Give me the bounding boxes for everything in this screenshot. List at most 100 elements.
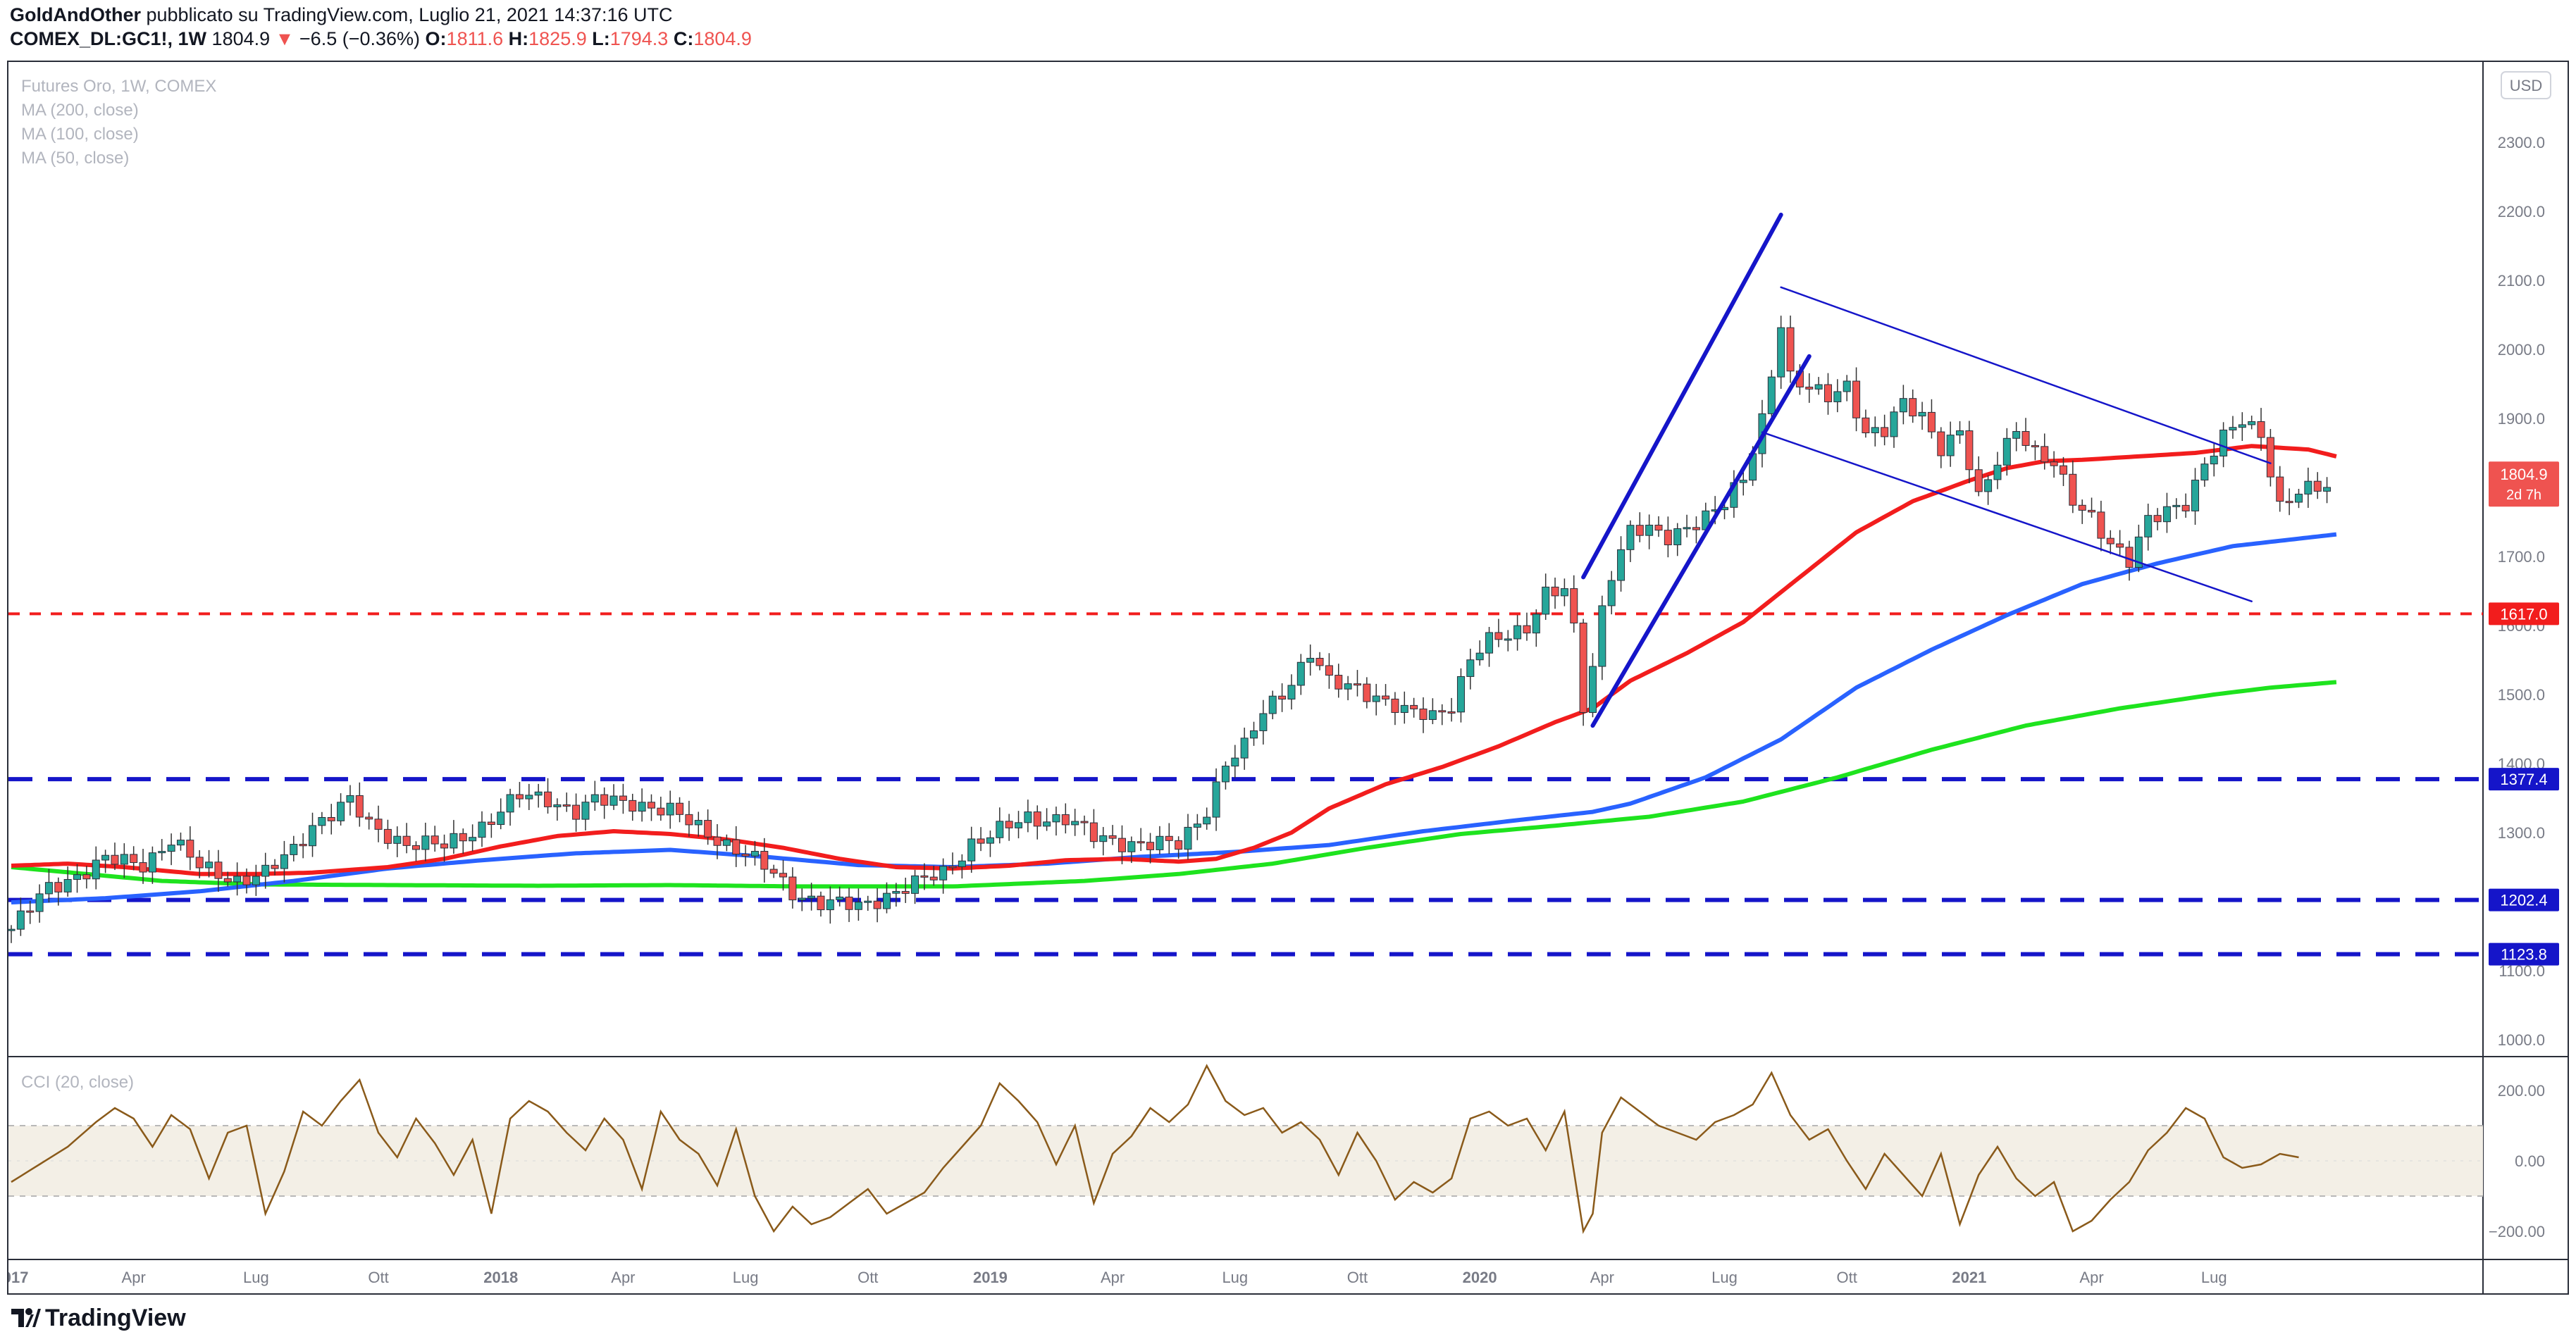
candle-up — [967, 838, 976, 861]
candle-up — [1645, 524, 1654, 536]
level-badge-label: 1377.4 — [2500, 771, 2547, 788]
symbol-label[interactable]: COMEX_DL:GC1!, 1W — [10, 28, 207, 49]
candle-up — [337, 802, 345, 821]
candle-down — [572, 804, 581, 820]
candle-up — [986, 837, 994, 844]
open-value: 1811.6 — [446, 28, 504, 49]
level-badge-label: 1617.0 — [2500, 605, 2547, 623]
time-axis[interactable]: 2017 Apr Lug Ott 2018 Apr Lug Ott 2019 Apr Lug Ott 2… — [0, 1269, 2227, 1286]
candle-up — [1193, 823, 1201, 828]
ma200-line — [11, 680, 2337, 889]
candle-up — [1626, 525, 1635, 550]
candle-down — [2276, 476, 2284, 502]
candle-down — [657, 807, 665, 816]
candle-up — [1598, 605, 1606, 667]
candle-up — [2229, 427, 2237, 430]
legend-ma50: MA (50, close) — [21, 149, 129, 168]
candle-up — [2172, 504, 2181, 507]
candle-down — [685, 814, 693, 826]
candle-down — [1635, 525, 1644, 536]
candle-up — [1203, 816, 1211, 825]
candle-up — [1127, 841, 1136, 852]
candle-down — [402, 835, 411, 846]
legend-title: Futures Oro, 1W, COMEX — [21, 77, 216, 96]
candle-down — [788, 876, 797, 901]
price-tick-label: 1300.0 — [2498, 824, 2545, 842]
candle-up — [1918, 411, 1926, 417]
candle-up — [1184, 826, 1192, 850]
price-tick-label: 1500.0 — [2498, 686, 2545, 704]
candle-up — [1739, 480, 1747, 483]
candle-up — [1833, 391, 1842, 402]
chart-header: GoldAndOther pubblicato su TradingView.c… — [0, 0, 2576, 61]
candle-up — [1475, 652, 1484, 661]
candle-down — [779, 873, 788, 878]
candle-down — [1927, 411, 1936, 433]
chart-frame[interactable]: 1000.01100.01200.01300.01400.01500.01600… — [0, 61, 2569, 1295]
candle-down — [1005, 821, 1013, 828]
candle-up — [1099, 835, 1108, 842]
time-tick-label: Ott — [857, 1269, 878, 1286]
candle-up — [1777, 327, 1785, 378]
candle-down — [1881, 427, 1889, 437]
author-name[interactable]: GoldAndOther — [10, 4, 141, 25]
candle-down — [411, 845, 420, 850]
candle-up — [1560, 588, 1568, 597]
candle-down — [2069, 473, 2077, 506]
candle-up — [44, 882, 53, 895]
candle-up — [836, 896, 844, 900]
candle-up — [261, 864, 270, 877]
candle-down — [2106, 537, 2114, 545]
candle-up — [1871, 427, 1879, 434]
candle-down — [1823, 384, 1832, 402]
candle-down — [1570, 588, 1578, 623]
price-tick-label: 1000.0 — [2498, 1031, 2545, 1049]
candle-down — [130, 854, 138, 864]
candle-up — [996, 821, 1004, 838]
candle-down — [1494, 632, 1503, 640]
time-tick-label: Apr — [1590, 1269, 1614, 1286]
candle-down — [2153, 515, 2162, 523]
time-tick-label: Lug — [243, 1269, 269, 1286]
candle-up — [1513, 625, 1522, 640]
candle-up — [2191, 480, 2200, 511]
candle-down — [544, 791, 552, 807]
horizontal-levels-group — [8, 612, 2483, 957]
time-tick-label: Ott — [1347, 1269, 1368, 1286]
price-pane[interactable] — [8, 62, 2483, 1057]
symbol-line: COMEX_DL:GC1!, 1W 1804.9 ▼ −6.5 (−0.36%)… — [10, 28, 752, 50]
candle-up — [1306, 657, 1315, 663]
candle-down — [920, 875, 929, 878]
currency-chip[interactable] — [2501, 71, 2551, 99]
candle-up — [1052, 814, 1060, 823]
tradingview-logo-icon[interactable] — [10, 1305, 41, 1331]
ma50-line — [11, 444, 2337, 876]
currency-label: USD — [2510, 77, 2542, 94]
candle-up — [525, 795, 533, 799]
candle-down — [1165, 835, 1173, 841]
candle-up — [609, 795, 618, 806]
candle-up — [1372, 695, 1380, 702]
candle-down — [487, 821, 495, 826]
candle-down — [54, 882, 63, 892]
time-tick-label: Ott — [1837, 1269, 1857, 1286]
candle-up — [252, 876, 260, 885]
candle-up — [2248, 421, 2256, 425]
price-axis[interactable]: 1000.01100.01200.01300.01400.01500.01600… — [2498, 134, 2545, 1049]
candle-up — [421, 835, 430, 850]
candle-up — [290, 844, 298, 855]
candle-down — [299, 844, 307, 847]
level-badge-label: 1202.4 — [2500, 892, 2547, 909]
candle-down — [1654, 524, 1663, 531]
candle-up — [346, 795, 354, 803]
candle-up — [158, 851, 166, 854]
candle-down — [223, 878, 232, 883]
tradingview-brand[interactable]: TradingView — [45, 1305, 186, 1331]
candle-up — [2294, 493, 2303, 503]
cci-axis[interactable]: 200.00 0.00 −200.00 — [2489, 1082, 2545, 1240]
time-tick-label: Lug — [733, 1269, 759, 1286]
cci-tick-label: 200.00 — [2498, 1082, 2545, 1100]
candle-down — [459, 833, 467, 842]
chart-canvas[interactable]: 1000.01100.01200.01300.01400.01500.01600… — [0, 62, 2568, 1293]
candle-up — [1843, 380, 1851, 392]
